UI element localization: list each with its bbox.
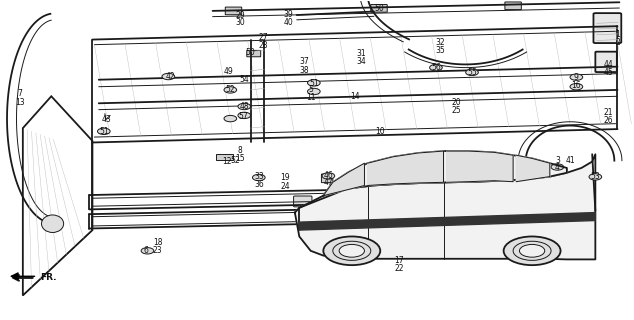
Circle shape: [162, 73, 174, 80]
Text: 6: 6: [144, 246, 148, 255]
Circle shape: [141, 248, 154, 254]
Text: 55: 55: [467, 68, 477, 77]
Text: 21: 21: [604, 108, 612, 117]
Text: 38: 38: [299, 66, 309, 75]
Text: 40: 40: [283, 18, 294, 27]
FancyBboxPatch shape: [225, 7, 242, 15]
Circle shape: [339, 244, 365, 257]
FancyBboxPatch shape: [247, 50, 261, 57]
Text: 48: 48: [240, 102, 249, 111]
FancyBboxPatch shape: [505, 2, 521, 10]
Text: 51: 51: [309, 79, 319, 88]
Text: 41: 41: [566, 156, 575, 164]
Text: 54: 54: [240, 75, 249, 84]
Text: 5: 5: [308, 85, 313, 94]
Text: 49: 49: [224, 67, 233, 76]
Text: 2: 2: [615, 38, 620, 47]
Text: 18: 18: [153, 238, 162, 247]
Text: 27: 27: [259, 33, 268, 42]
Polygon shape: [447, 151, 513, 182]
Text: 28: 28: [259, 41, 268, 51]
Text: 36: 36: [254, 180, 264, 189]
Text: 11: 11: [306, 93, 316, 102]
FancyBboxPatch shape: [294, 196, 312, 207]
Text: 23: 23: [153, 246, 162, 255]
Text: 30: 30: [235, 19, 245, 28]
Circle shape: [570, 84, 583, 90]
Polygon shape: [323, 163, 365, 196]
Text: 4: 4: [555, 164, 560, 172]
FancyBboxPatch shape: [216, 154, 233, 160]
FancyBboxPatch shape: [595, 52, 617, 72]
Circle shape: [589, 174, 602, 180]
Polygon shape: [516, 155, 550, 182]
Text: FR.: FR.: [41, 273, 57, 282]
Text: 45: 45: [603, 68, 613, 77]
Text: 42: 42: [165, 72, 175, 81]
Text: 9: 9: [574, 73, 579, 82]
Text: 20: 20: [451, 98, 461, 107]
Circle shape: [307, 88, 320, 95]
Circle shape: [570, 74, 583, 80]
Circle shape: [323, 236, 380, 265]
Text: 46: 46: [323, 171, 333, 180]
Text: 15: 15: [235, 154, 245, 163]
Text: 51: 51: [99, 127, 108, 136]
Text: 14: 14: [350, 92, 359, 101]
Circle shape: [98, 128, 110, 134]
Text: 53: 53: [590, 172, 600, 181]
Polygon shape: [299, 212, 595, 230]
Text: 34: 34: [356, 57, 366, 66]
Text: 57: 57: [238, 112, 248, 121]
Text: 24: 24: [281, 182, 290, 191]
Text: 32: 32: [436, 38, 445, 47]
Circle shape: [252, 174, 265, 181]
Circle shape: [307, 80, 320, 86]
Text: 8: 8: [238, 146, 242, 155]
Text: 17: 17: [394, 256, 404, 265]
Text: 29: 29: [235, 11, 245, 20]
FancyBboxPatch shape: [593, 13, 621, 43]
Text: 43: 43: [102, 115, 112, 124]
Text: 26: 26: [603, 116, 613, 125]
Circle shape: [465, 69, 478, 76]
Text: 22: 22: [394, 264, 404, 273]
Circle shape: [322, 173, 335, 179]
FancyBboxPatch shape: [371, 4, 387, 12]
Text: 52: 52: [226, 85, 235, 94]
Text: 1: 1: [615, 30, 620, 39]
Text: 39: 39: [283, 10, 294, 19]
Text: 3: 3: [555, 156, 560, 164]
Text: 19: 19: [281, 173, 290, 182]
Circle shape: [224, 116, 236, 122]
Text: 50: 50: [374, 4, 384, 13]
Polygon shape: [368, 151, 444, 186]
FancyBboxPatch shape: [321, 174, 333, 183]
Text: 12: 12: [222, 157, 231, 166]
Polygon shape: [323, 151, 567, 196]
Text: 50: 50: [246, 48, 256, 57]
Circle shape: [224, 87, 236, 93]
Text: 35: 35: [436, 46, 445, 55]
Text: 7: 7: [17, 89, 22, 98]
Text: 16: 16: [572, 81, 581, 90]
Circle shape: [551, 164, 564, 170]
Text: 37: 37: [299, 57, 309, 66]
Ellipse shape: [41, 215, 63, 233]
Text: 25: 25: [451, 106, 461, 115]
Circle shape: [238, 112, 250, 119]
Text: 47: 47: [323, 179, 333, 188]
Text: 33: 33: [254, 172, 264, 181]
Circle shape: [503, 236, 560, 265]
Circle shape: [238, 103, 250, 110]
Text: 44: 44: [603, 60, 613, 69]
Text: 13: 13: [15, 98, 25, 107]
Text: 31: 31: [356, 49, 366, 58]
Text: 56: 56: [431, 63, 441, 72]
Text: 10: 10: [375, 127, 385, 136]
Polygon shape: [295, 154, 595, 260]
Text: 52: 52: [230, 156, 240, 165]
Circle shape: [519, 244, 545, 257]
Circle shape: [430, 64, 443, 71]
